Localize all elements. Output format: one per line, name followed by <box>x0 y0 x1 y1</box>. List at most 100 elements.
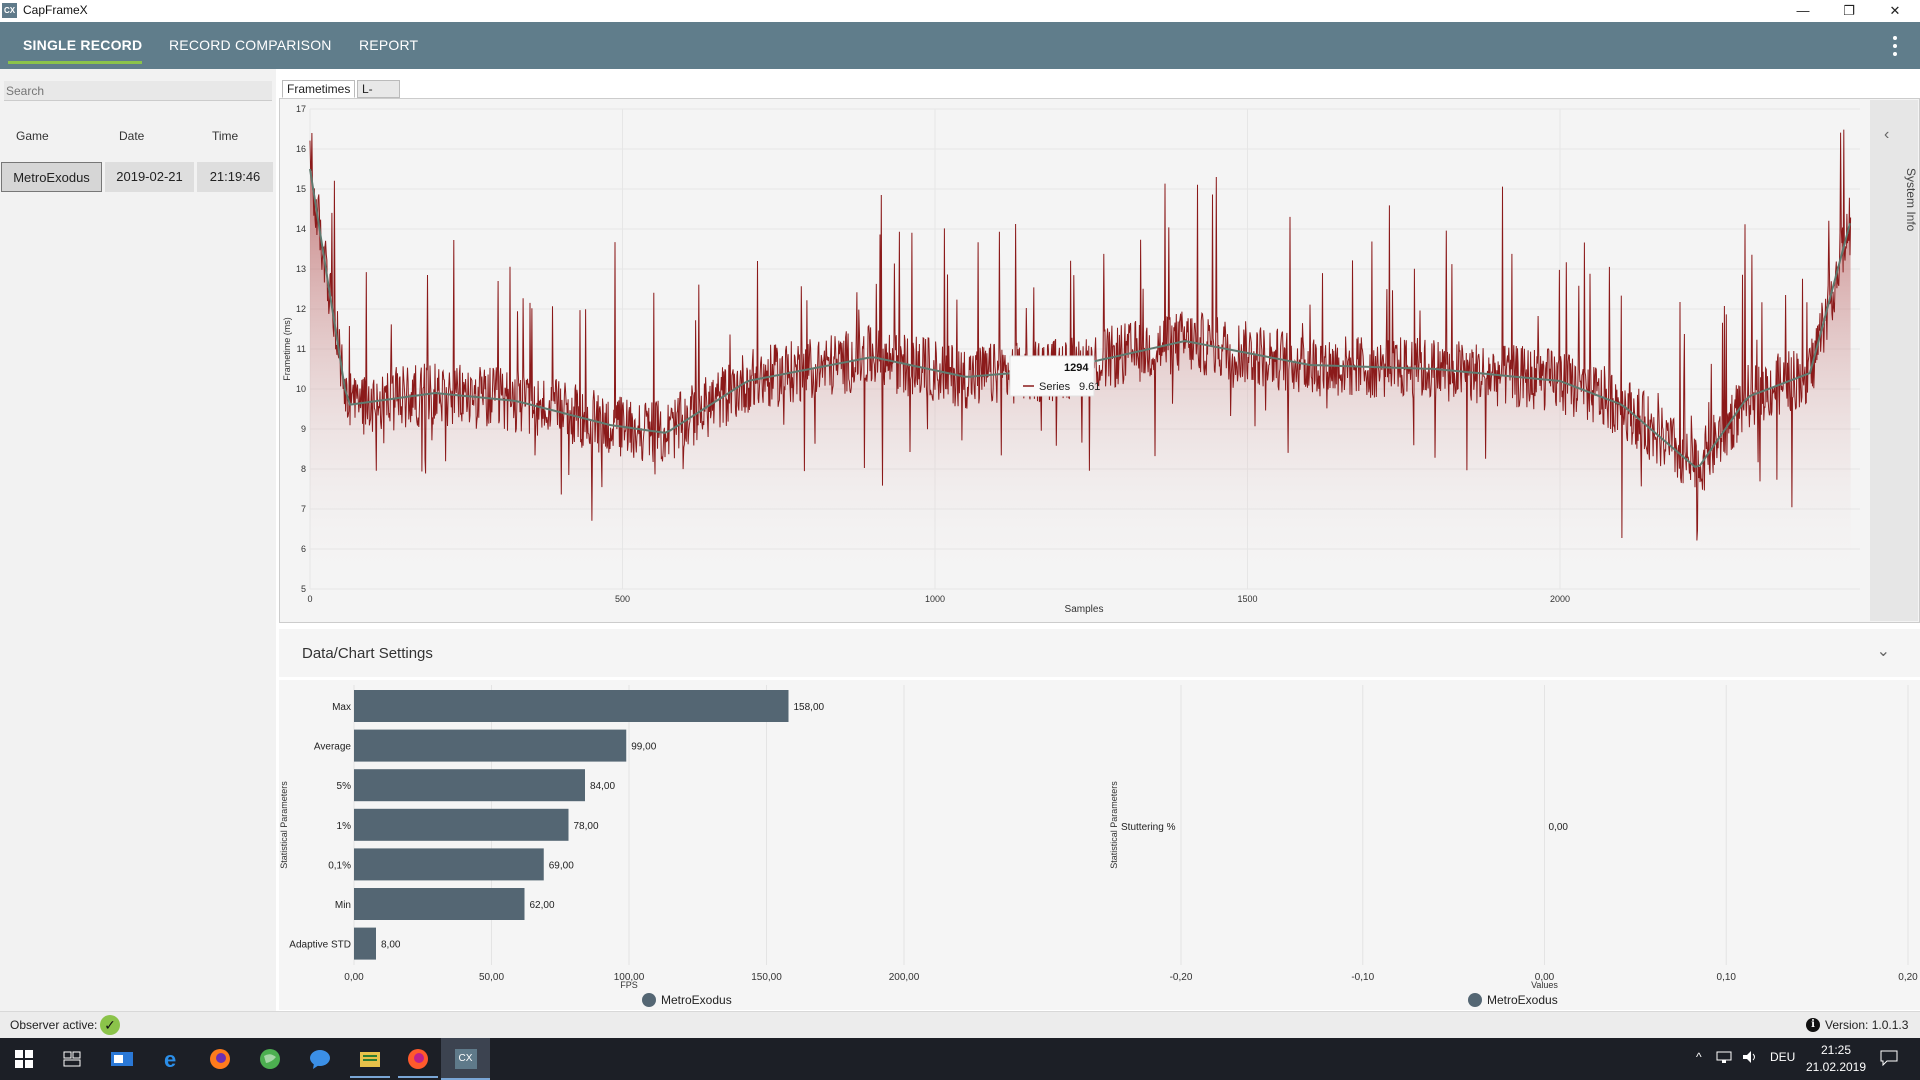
minimize-button[interactable]: — <box>1796 3 1810 18</box>
fps-bar <box>354 690 789 722</box>
stats-y-axis-label: Statistical Parameters <box>279 781 289 869</box>
stat-category-label: Max <box>332 702 351 713</box>
tab-record-comparison[interactable]: RECORD COMPARISON <box>169 37 332 53</box>
y-tick-label: 15 <box>296 184 306 194</box>
clock-time[interactable]: 21:25 <box>1820 1043 1852 1057</box>
tab-frametimes[interactable]: Frametimes <box>282 80 356 98</box>
statistics-charts: 0,00 50,00 100,00 150,00 200,00 Max 158,00 Aver… <box>279 680 1920 1010</box>
messenger-icon[interactable] <box>300 1044 340 1074</box>
x-tick-label: 1500 <box>1237 594 1257 604</box>
clock-date[interactable]: 21.02.2019 <box>1805 1060 1867 1074</box>
outlook-icon[interactable] <box>102 1044 142 1074</box>
stutter-tick-label: 0,20 <box>1898 972 1918 983</box>
fps-tick-label: 150,00 <box>751 972 782 983</box>
title-bar: CX CapFrameX — ❐ ✕ <box>0 0 1920 22</box>
fps-bar-value-label: 8,00 <box>381 940 401 951</box>
windows-start-icon[interactable] <box>4 1044 44 1074</box>
legend-marker <box>642 993 656 1007</box>
fps-bar <box>354 927 376 960</box>
tab-single-record[interactable]: SINGLE RECORD <box>23 37 143 53</box>
chevron-left-icon[interactable]: ‹ <box>1884 126 1890 143</box>
svg-text:e: e <box>164 1048 176 1070</box>
data-chart-settings-expander[interactable]: Data/Chart Settings ⌄ <box>279 629 1920 677</box>
row-game-cell[interactable]: MetroExodus <box>1 162 102 192</box>
stats-x-axis-label: FPS <box>620 980 638 990</box>
y-tick-label: 12 <box>296 304 306 314</box>
fps-bar-value-label: 78,00 <box>574 821 599 832</box>
search-input[interactable] <box>4 81 272 101</box>
fps-bar-value-label: 62,00 <box>530 900 555 911</box>
y-tick-label: 11 <box>297 344 306 354</box>
task-view-icon[interactable] <box>52 1044 92 1074</box>
close-button[interactable]: ✕ <box>1889 3 1901 18</box>
column-header-date[interactable]: Date <box>119 129 145 143</box>
action-center-icon[interactable] <box>1880 1050 1898 1069</box>
column-header-game[interactable]: Game <box>16 129 49 143</box>
record-list-panel: Game Date Time MetroExodus 2019-02-21 21… <box>0 69 276 1011</box>
app-logo-icon: CX <box>2 3 17 18</box>
active-tab-indicator <box>8 61 142 64</box>
column-header-time[interactable]: Time <box>212 129 239 143</box>
stutter-tick-label: 0,10 <box>1717 972 1737 983</box>
firefox-icon[interactable] <box>200 1044 240 1074</box>
y-tick-label: 14 <box>296 224 306 234</box>
file-explorer-icon[interactable] <box>350 1044 390 1078</box>
x-tick-label: 0 <box>307 594 312 604</box>
volume-icon[interactable] <box>1742 1050 1758 1067</box>
legend-label: MetroExodus <box>661 993 732 1007</box>
x-tick-label: 500 <box>615 594 630 604</box>
y-tick-label: 7 <box>301 504 306 514</box>
info-icon[interactable]: i <box>1806 1018 1820 1032</box>
stat-category-label: Average <box>314 742 352 753</box>
fps-tick-label: 200,00 <box>889 972 920 983</box>
check-icon: ✓ <box>100 1015 120 1035</box>
stat-category-label: Min <box>335 900 351 911</box>
y-axis-label: Frametime (ms) <box>282 317 292 381</box>
stutter-tick-label: -0,20 <box>1170 972 1193 983</box>
stutter-x-axis-label: Values <box>1531 980 1558 990</box>
capframex-icon: CX <box>454 1049 477 1069</box>
stat-category-label: 0,1% <box>328 860 351 871</box>
legend-label: MetroExodus <box>1487 993 1558 1007</box>
restore-button[interactable]: ❐ <box>1843 3 1855 18</box>
stutter-tick-label: 0,00 <box>1535 972 1555 983</box>
stutter-bar-value-label: 0,00 <box>1549 822 1569 833</box>
network-icon[interactable] <box>1716 1050 1732 1067</box>
observer-status-label: Observer active: <box>10 1018 98 1032</box>
stutter-y-axis-label: Statistical Parameters <box>1109 781 1119 869</box>
tooltip-value: 9.61 <box>1079 381 1100 393</box>
fps-bar-value-label: 84,00 <box>590 781 615 792</box>
tooltip-sample: 1294 <box>1064 362 1089 374</box>
fps-statistics-chart[interactable]: 0,00 50,00 100,00 150,00 200,00 Max 158,00 Aver… <box>279 680 1920 1010</box>
language-indicator[interactable]: DEU <box>1770 1050 1796 1064</box>
y-tick-label: 13 <box>296 264 306 274</box>
fps-bar <box>354 769 585 802</box>
capframex-taskbar-button[interactable]: CX <box>441 1038 490 1080</box>
edge-icon[interactable]: e <box>152 1044 192 1074</box>
tab-l-shape[interactable]: L-shape <box>357 80 400 113</box>
y-tick-label: 6 <box>301 544 306 554</box>
x-axis-label: Samples <box>1065 604 1104 615</box>
y-tick-label: 9 <box>301 424 306 434</box>
tray-expand-icon[interactable]: ^ <box>1696 1050 1702 1064</box>
frametime-chart[interactable]: 5 6 7 8 9 10 11 12 13 14 15 16 17 0 500 1000 1500 2000 F… <box>280 99 1869 622</box>
y-tick-label: 8 <box>301 464 306 474</box>
fps-bar <box>354 808 569 841</box>
firefox-developer-icon[interactable] <box>398 1044 438 1078</box>
fps-bar <box>354 848 544 881</box>
x-tick-label: 1000 <box>925 594 945 604</box>
row-date-cell[interactable]: 2019-02-21 <box>105 162 194 192</box>
globe-icon[interactable] <box>250 1044 290 1074</box>
chevron-down-icon[interactable]: ⌄ <box>1876 643 1890 660</box>
fps-tick-label: 0,00 <box>344 972 364 983</box>
version-label: Version: 1.0.1.3 <box>1825 1018 1909 1032</box>
legend-marker <box>1468 993 1482 1007</box>
more-options-icon[interactable] <box>1890 34 1900 58</box>
stat-category-label: 1% <box>337 821 352 832</box>
status-bar: Observer active: ✓ i Version: 1.0.1.3 <box>0 1011 1920 1038</box>
system-info-panel[interactable]: ‹ System Info <box>1870 100 1918 621</box>
fps-bar-value-label: 99,00 <box>631 742 656 753</box>
row-time-cell[interactable]: 21:19:46 <box>197 162 273 192</box>
fps-tick-label: 100,00 <box>614 972 645 983</box>
tab-report[interactable]: REPORT <box>359 37 419 53</box>
